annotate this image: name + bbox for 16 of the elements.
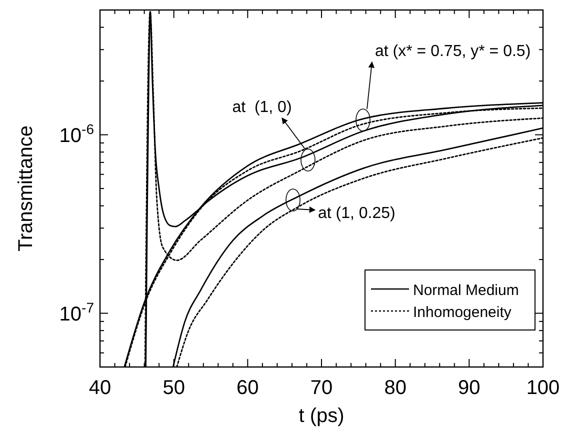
x-tick-label: 40 [88, 377, 112, 399]
y-axis-title: Transmittance [15, 126, 37, 252]
annotation: at (x* = 0.75, y* = 0.5) [375, 43, 531, 60]
x-tick-label: 70 [310, 377, 333, 399]
annotation: at (1, 0.25) [318, 205, 396, 222]
y-tick-label: 10$^{-6}$ [59, 120, 94, 147]
legend-label: Inhomogeneity [413, 304, 512, 321]
x-tick-label: 80 [384, 377, 406, 399]
x-tick-label: 50 [162, 377, 185, 399]
annotation: at (1, 0) [232, 99, 292, 116]
x-tick-label: 60 [236, 377, 259, 399]
legend-label: Normal Medium [413, 282, 519, 299]
x-axis-title: t (ps) [298, 405, 344, 427]
x-tick-label: 90 [458, 377, 480, 399]
y-tick-label: 10$^{-7}$ [59, 299, 94, 326]
x-tick-label: 100 [526, 377, 560, 399]
